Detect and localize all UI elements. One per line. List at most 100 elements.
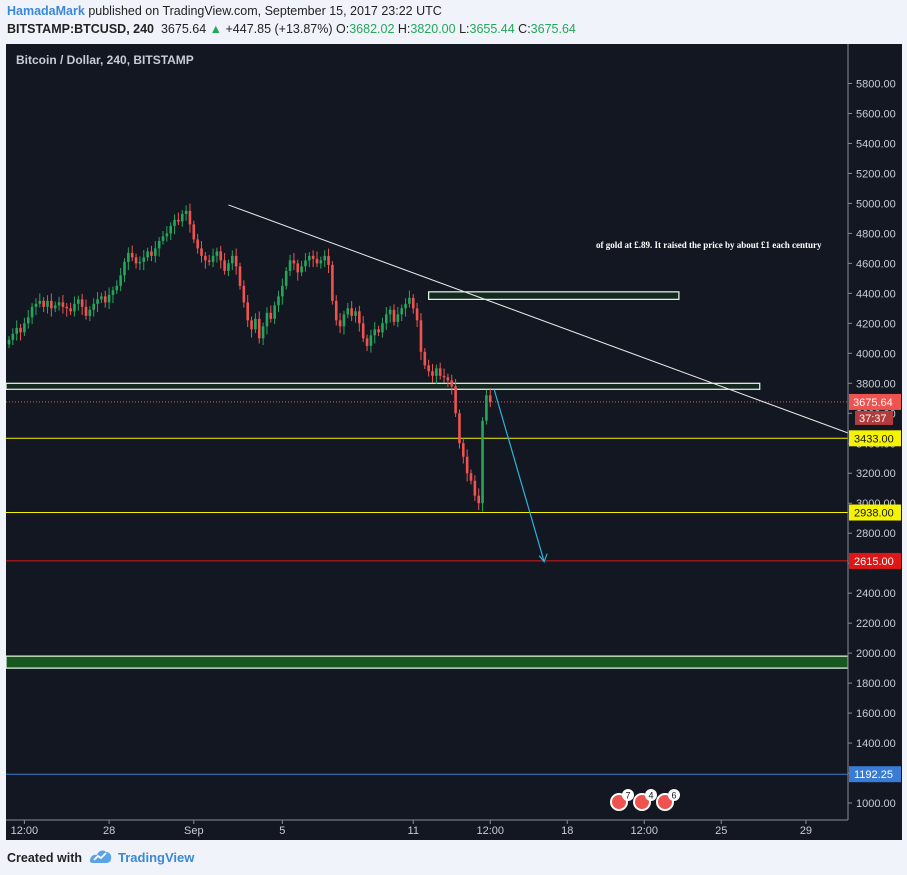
candle-body [350, 308, 353, 316]
price-tick-label: 2000.00 [856, 648, 896, 660]
candle-body [273, 305, 276, 319]
candle-body [96, 299, 99, 304]
candle-body [165, 233, 169, 237]
candle-body [238, 266, 242, 286]
candle-body [473, 480, 477, 496]
candle-body [180, 213, 184, 222]
candle-body [119, 275, 122, 286]
candle-body [234, 255, 238, 267]
price-tick-label: 5200.00 [856, 168, 896, 180]
candle-body [196, 239, 199, 249]
author-link[interactable]: HamadaMark [7, 4, 85, 18]
chart-panel[interactable]: of gold at £.89. It raised the price by … [6, 44, 902, 840]
candle-body [411, 297, 415, 309]
candle-body [219, 251, 223, 261]
level-label-bg [849, 552, 901, 569]
footer: Created with TradingView [0, 840, 907, 875]
candle-body [157, 240, 161, 249]
zone-rect [6, 382, 761, 390]
close-value: 3675.64 [530, 22, 576, 36]
trendline[interactable] [228, 204, 864, 440]
price-tick-label: 5400.00 [856, 138, 896, 150]
candle-body [292, 260, 296, 264]
candle-body [319, 260, 323, 264]
axis-corner [848, 820, 902, 840]
open-label: O: [336, 22, 350, 36]
candle-body [115, 285, 119, 291]
candle-body [338, 320, 342, 327]
candle-body [65, 306, 69, 309]
candle-body [184, 210, 188, 214]
candle-body [342, 314, 346, 327]
candle-body [107, 294, 111, 303]
candle-body [77, 299, 80, 304]
candle-body [73, 303, 76, 312]
candle-body [458, 413, 461, 444]
time-tick-label: 25 [715, 825, 727, 837]
candle-body [88, 309, 92, 316]
price-chart[interactable]: of gold at £.89. It raised the price by … [6, 44, 902, 840]
candle-body [431, 371, 434, 376]
candle-body [419, 320, 423, 352]
time-tick-label: 12:00 [476, 825, 504, 837]
high-value: 3820.00 [410, 22, 456, 36]
tradingview-brand-link[interactable]: TradingView [118, 850, 195, 865]
candle-body [257, 318, 261, 339]
candle-body [284, 270, 288, 286]
candle-body [53, 305, 57, 309]
candle-body [19, 327, 22, 333]
candle-body [358, 311, 361, 324]
candle-body [377, 329, 380, 333]
candle-body [192, 224, 196, 240]
level-label: 1192.25 [854, 769, 893, 781]
price-tick-label: 4400.00 [856, 288, 896, 300]
candle-body [223, 260, 226, 271]
candle-body [442, 375, 446, 378]
candle-body [246, 302, 249, 321]
candle-body [385, 314, 388, 324]
price-tick-label: 2800.00 [856, 528, 896, 540]
time-tick-label: 29 [800, 825, 812, 837]
candle-body [469, 473, 473, 481]
candle-body [488, 395, 492, 402]
time-tick-label: 18 [561, 825, 573, 837]
current-price-label-bg [849, 393, 901, 410]
event-count-badge [622, 789, 634, 801]
level-label-bg [849, 766, 901, 783]
time-tick-label: 12:00 [11, 825, 39, 837]
candle-body [61, 302, 65, 307]
event-count: 7 [625, 791, 630, 801]
zone-rect [428, 291, 680, 300]
candle-body [261, 326, 265, 339]
price-tick-label: 1400.00 [856, 738, 896, 750]
candle-body [177, 219, 180, 222]
candle-body [392, 309, 396, 322]
candle-body [42, 300, 45, 307]
candle-body [138, 261, 142, 264]
zone-rect [6, 655, 849, 669]
candle-body [173, 219, 176, 226]
candle-body [169, 225, 172, 234]
candle-body [242, 285, 246, 303]
candle-body [454, 386, 457, 414]
published-text: published on TradingView.com, September … [88, 4, 442, 18]
candle-body [269, 312, 273, 319]
candle-body [288, 260, 292, 271]
candle-body [485, 395, 488, 421]
candle-body [127, 252, 130, 262]
publication-header: HamadaMark published on TradingView.com,… [0, 0, 907, 44]
candle-body [381, 323, 384, 333]
candle-body [361, 323, 365, 339]
forecast-arrow[interactable] [493, 389, 545, 562]
candle-body [161, 236, 165, 241]
price-tick-label: 1800.00 [856, 678, 896, 690]
low-label: L: [459, 22, 470, 36]
low-value: 3655.44 [469, 22, 515, 36]
event-count: 4 [648, 791, 653, 801]
candle-body [26, 317, 30, 324]
candle-body [123, 261, 126, 276]
time-axis[interactable] [6, 820, 902, 840]
candle-body [462, 443, 465, 457]
candle-body [23, 323, 26, 333]
tradingview-logo-icon[interactable] [88, 847, 114, 865]
